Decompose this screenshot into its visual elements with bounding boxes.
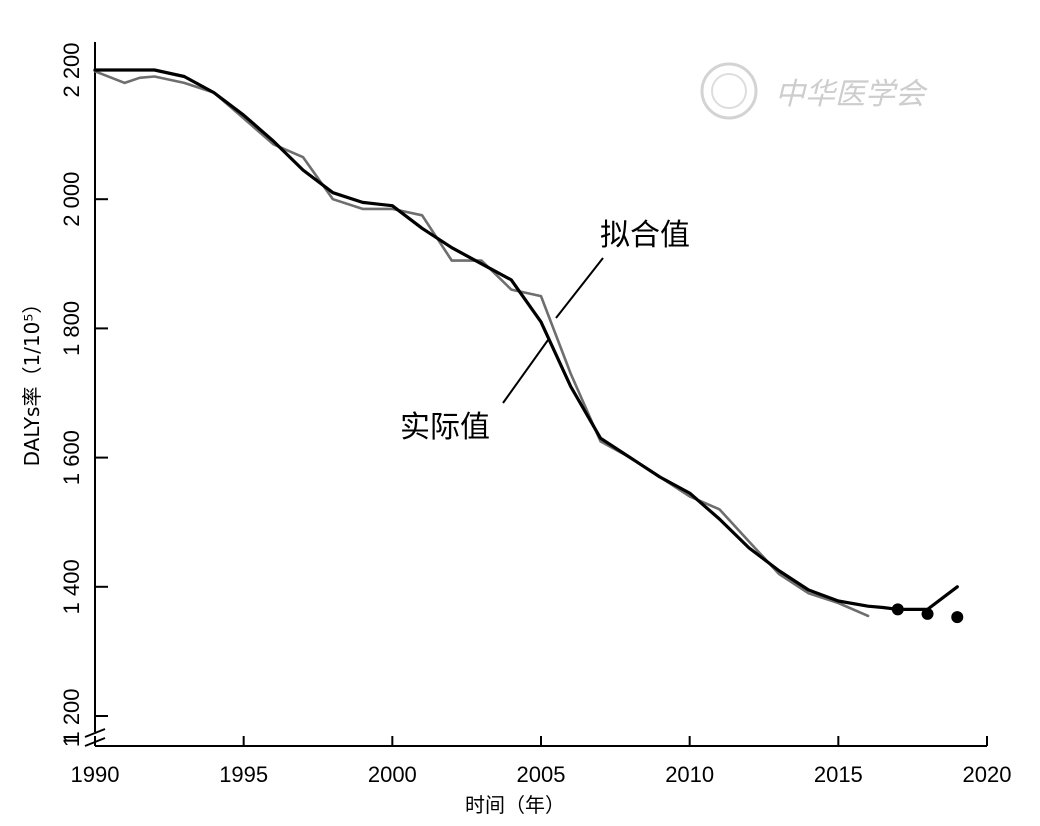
- x-tick-label: 1990: [71, 762, 120, 787]
- series-layer: [93, 68, 964, 624]
- x-tick-label: 2005: [517, 762, 566, 787]
- annotation-fitted-label: 拟合值: [600, 218, 690, 253]
- x-axis-title: 时间（年）: [465, 793, 565, 817]
- x-tick-label: 2000: [368, 762, 417, 787]
- x-tick-label: 2015: [814, 762, 863, 787]
- watermark: 中华医学会: [700, 62, 928, 120]
- predicted-point: [891, 603, 904, 616]
- y-tick-label: 2 000: [59, 172, 84, 227]
- y-tick-label: 2 200: [59, 42, 84, 97]
- actual-series-line: [93, 70, 870, 618]
- annotation-leader-fitted: [555, 257, 604, 319]
- watermark-seal-inner: [711, 73, 747, 109]
- x-tick-label: 2020: [963, 762, 1012, 787]
- axis-break-mark-1: [84, 728, 106, 738]
- y-tick-label: 1 600: [59, 430, 84, 485]
- y-tick-label: 1 800: [59, 301, 84, 356]
- watermark-seal-icon: [700, 62, 758, 120]
- annotation-actual-label: 实际值: [400, 410, 490, 445]
- axes: [84, 42, 987, 747]
- predicted-point: [921, 607, 934, 620]
- y-axis-title: DALYs率（1/10⁵）: [20, 294, 44, 467]
- x-tick-label: 1995: [219, 762, 268, 787]
- y-axis-break-label: 1: [59, 735, 84, 747]
- x-ticks: 1990 1995 2000 2005 2010 2015 2020: [71, 736, 1012, 787]
- y-tick-label: 1 400: [59, 559, 84, 614]
- predicted-point: [951, 611, 964, 624]
- annotation-leader-actual: [502, 339, 549, 404]
- fitted-series-line: [93, 68, 959, 612]
- y-tick-label: 1 200: [59, 688, 84, 743]
- watermark-text: 中华医学会: [775, 77, 928, 112]
- y-ticks: 2 200 2 000 1 800 1 600 1 400 1 200: [59, 42, 108, 744]
- x-tick-label: 2010: [665, 762, 714, 787]
